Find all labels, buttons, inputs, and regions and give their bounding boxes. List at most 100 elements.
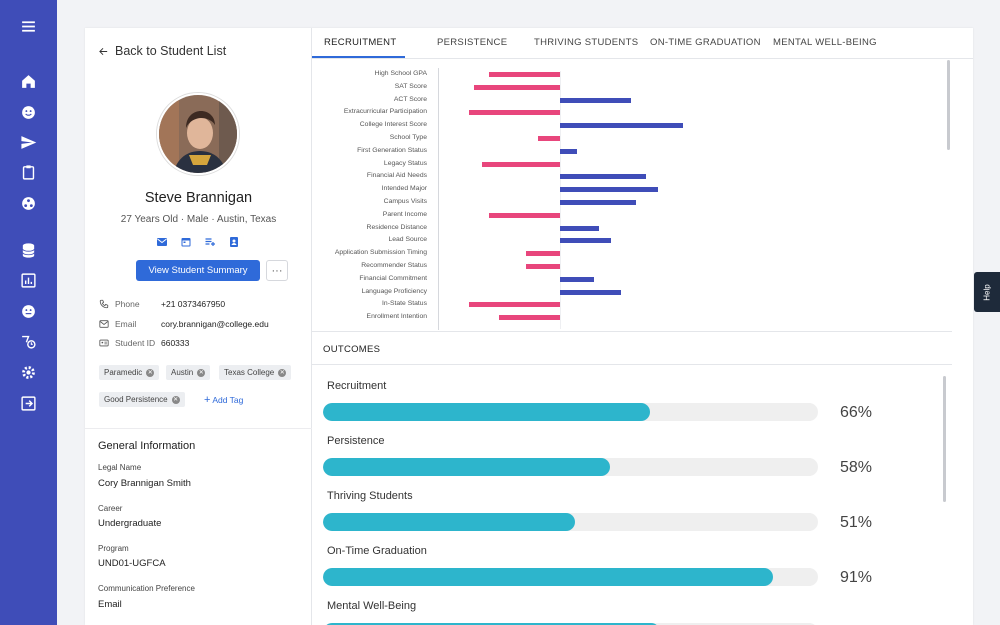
factor-bar[interactable] [474,84,560,90]
factor-bar[interactable] [560,174,646,180]
tab-thriving-students[interactable]: THRIVING STUDENTS [534,37,639,48]
outcomes-scrollbar[interactable] [943,376,946,502]
factor-bar[interactable] [525,264,560,269]
factor-bar[interactable] [498,315,560,321]
view-student-summary-button[interactable]: View Student Summary [136,260,260,281]
outcome-progress-fill [323,513,576,531]
quick-actions [155,235,240,248]
outcome-progress-track [323,403,818,421]
contact-icon[interactable] [227,235,240,248]
calendar-icon[interactable] [179,235,192,248]
tab-on-time-graduation[interactable]: ON-TIME GRADUATION [650,37,761,48]
help-button[interactable]: Help [974,272,1000,312]
tab-mental-well-being[interactable]: MENTAL WELL-BEING [773,37,877,48]
outcome-label: On-Time Graduation [327,545,427,557]
outcome-progress-fill [323,403,650,421]
remove-tag-icon[interactable]: ✕ [146,368,155,377]
student-id-value: 660333 [161,338,190,348]
factor-label: Financial Commitment [359,274,427,282]
tab-recruitment[interactable]: RECRUITMENT [324,37,397,48]
factor-label: Intended Major [381,185,427,193]
phone-label: Phone [115,299,140,309]
mail-icon[interactable] [155,235,168,248]
student-id-label: Student ID [115,338,156,348]
route-icon[interactable] [16,329,40,353]
factor-label: Lead Source [388,236,427,244]
outcomes-header: OUTCOMES [312,332,952,365]
factor-label: First Generation Status [357,146,427,154]
profile-panel: Back to Student List Steve Brannigan 27 … [85,28,312,625]
factor-bar[interactable] [469,110,560,116]
email-row: Email cory.brannigan@college.edu [99,319,269,329]
factor-bar[interactable] [560,276,595,282]
factor-label: In-State Status [382,300,427,308]
factor-label: Application Submission Timing [334,249,427,257]
factor-bar[interactable] [537,136,560,141]
outcomes-panel: OUTCOMES Recruitment 66% Persistence 58% Thr… [312,331,952,625]
factor-bar[interactable] [560,200,636,205]
remove-tag-icon[interactable]: ✕ [278,368,287,377]
back-link-label: Back to Student List [115,44,227,58]
face-icon[interactable] [16,299,40,323]
factor-label: School Type [389,134,427,141]
plus-icon: + [204,394,211,406]
factor-bar[interactable] [469,302,560,308]
divider [85,428,312,429]
factor-label: Legacy Status [383,159,427,167]
clipboard-icon[interactable] [16,160,40,184]
chart-scrollbar[interactable] [947,60,950,150]
factor-bar[interactable] [560,187,658,193]
menu-icon[interactable] [16,14,40,38]
outcome-percent: 51% [840,514,873,531]
factor-bar[interactable] [560,289,622,295]
field-label: Career [98,504,123,513]
bar-chart-icon[interactable] [16,268,40,292]
email-value[interactable]: cory.brannigan@college.edu [161,319,269,329]
outcome-progress-fill [323,623,660,625]
factor-label: Recommender Status [361,262,427,269]
phone-value[interactable]: +21 0373467950 [161,299,226,309]
factor-bar[interactable] [560,148,578,154]
home-icon[interactable] [16,69,40,93]
outcome-label: Thriving Students [327,490,413,502]
add-tag-button[interactable]: + Add Tag [204,394,244,406]
factor-bar[interactable] [488,212,560,218]
smile-icon[interactable] [16,100,40,124]
settings-icon[interactable] [16,360,40,384]
factor-bar[interactable] [560,225,600,231]
outcomes-title: OUTCOMES [323,344,381,355]
factor-bar[interactable] [488,72,560,77]
student-id-row: Student ID 660333 [99,338,189,348]
factor-chart: High School GPA SAT Score ACT Score Extracu… [312,63,952,330]
logout-icon[interactable] [16,391,40,415]
tag-chip: Texas College ✕ [219,365,292,380]
more-options-button[interactable]: ··· [266,260,288,281]
factor-label: High School GPA [374,70,427,77]
active-tab-indicator [312,56,405,58]
database-icon[interactable] [16,238,40,262]
send-icon[interactable] [16,130,40,154]
factor-label: Campus Visits [383,198,427,205]
factor-bar[interactable] [525,251,560,257]
arrow-left-icon [99,47,108,55]
factor-bar[interactable] [560,123,683,129]
remove-tag-icon[interactable]: ✕ [197,368,206,377]
back-link[interactable]: Back to Student List [98,44,226,58]
remove-tag-icon[interactable]: ✕ [171,395,180,404]
field-value: UND01-UGFCA [98,558,166,569]
tag-chip: Good Persistence ✕ [99,392,185,407]
factor-bar[interactable] [560,238,612,244]
outcome-label: Persistence [327,435,385,447]
outcome-label: Mental Well-Being [327,600,417,612]
playlist-add-icon[interactable] [203,235,216,248]
field-value: Undergraduate [98,518,162,529]
network-icon[interactable] [16,191,40,215]
outcome-percent: 91% [840,569,873,586]
factor-bar[interactable] [560,97,632,103]
factor-bar[interactable] [481,161,560,167]
field-value: Cory Brannigan Smith [98,478,191,489]
factor-label: Enrollment Intention [366,313,427,321]
tab-persistence[interactable]: PERSISTENCE [437,37,508,48]
outcome-progress-track [323,568,818,586]
general-info-title: General Information [98,440,196,452]
